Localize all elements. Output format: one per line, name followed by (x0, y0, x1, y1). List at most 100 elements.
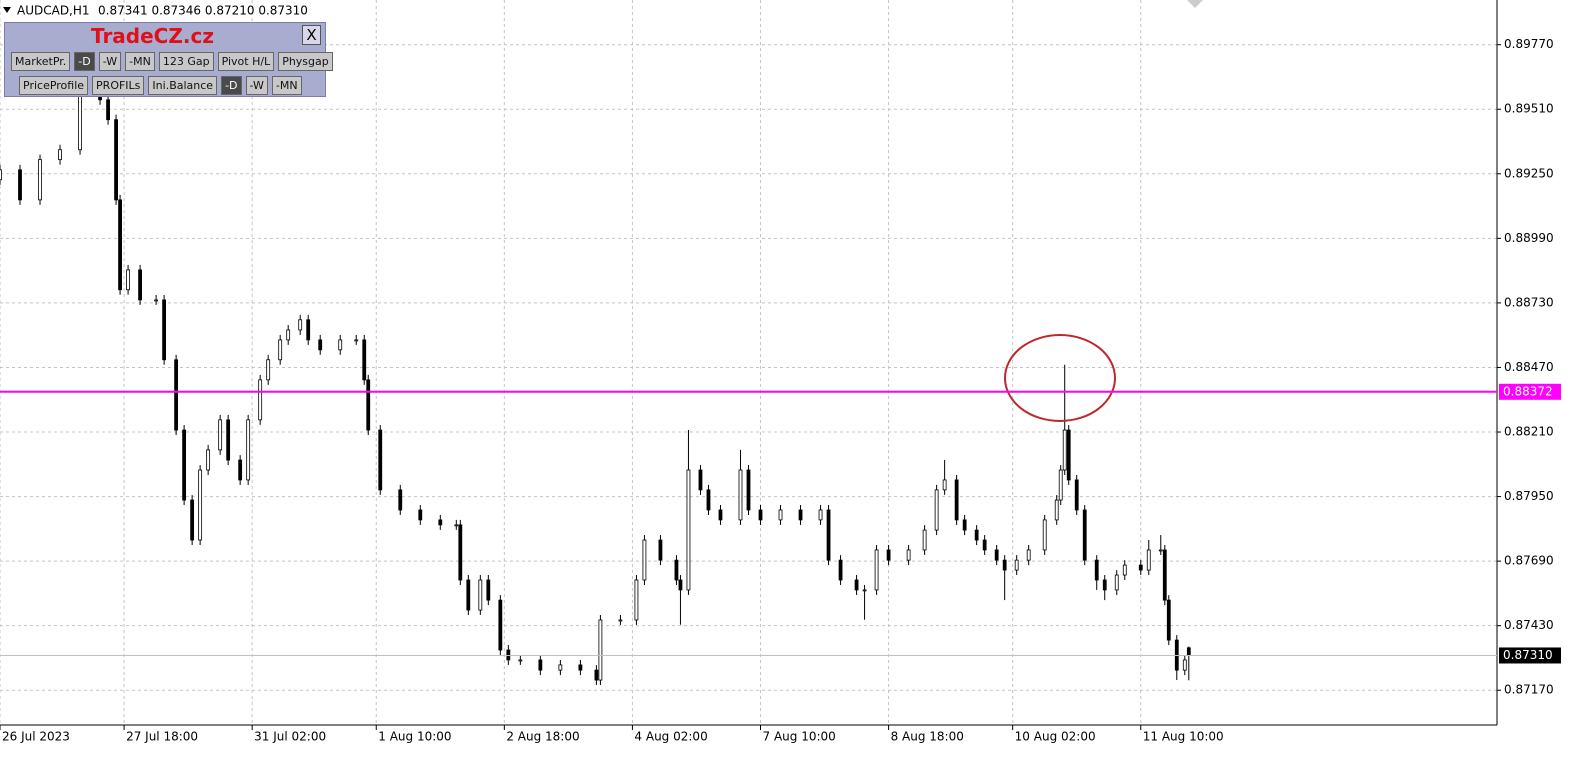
candle-body (738, 469, 743, 521)
candle-body (466, 579, 471, 611)
x-tick-label: 26 Jul 2023 (2, 730, 70, 744)
candle-body (154, 299, 159, 302)
candle-body (58, 149, 62, 161)
menu-arrow[interactable] (3, 7, 11, 13)
quote: 0.87341 0.87346 0.87210 0.87310 (98, 4, 308, 18)
candle-body (686, 469, 691, 591)
candle-body (838, 559, 843, 581)
button[interactable]: -W (98, 52, 122, 71)
candle-body (218, 419, 223, 451)
candle-body (206, 449, 211, 471)
candle-body (1054, 499, 1059, 521)
x-tick-label: 10 Aug 02:00 (1015, 730, 1096, 744)
candle-body (518, 659, 523, 662)
candle-body (1014, 559, 1019, 571)
candles (0, 89, 1191, 686)
candle-body (962, 519, 967, 531)
candle-body (942, 479, 947, 491)
candle-body (746, 469, 751, 511)
candle-body (798, 509, 803, 521)
candle-body (174, 359, 179, 431)
tool-panel: TradeCZ.cz X MarketPr. -D -W -MN 123 Gap… (4, 22, 333, 97)
close-button[interactable]: X (302, 25, 321, 45)
candle-body (922, 529, 927, 551)
candle-body (982, 539, 987, 551)
candle-body (538, 659, 543, 671)
x-tick-label: 2 Aug 18:00 (506, 730, 579, 744)
last-price-box (1499, 647, 1561, 664)
button[interactable]: Physgap (278, 52, 333, 71)
button-row: MarketPr. -D -W -MN 123 Gap Pivot H/L Ph… (11, 52, 333, 71)
candle-body (478, 579, 483, 611)
candle-body (258, 379, 263, 421)
candle-body (1042, 519, 1047, 551)
button[interactable]: -MN (125, 52, 155, 71)
candle-body (758, 509, 763, 521)
y-tick-label: 0.87170 (1504, 683, 1554, 697)
candle-body (886, 549, 891, 561)
candle-body (438, 519, 443, 526)
candle-body (706, 489, 711, 511)
button[interactable]: -D (74, 52, 95, 71)
candle-body (1082, 509, 1087, 561)
candle-body (398, 489, 403, 511)
last-price-label: 0.87310 (1503, 648, 1553, 662)
candle-body (1162, 549, 1167, 601)
candle-body (118, 199, 122, 291)
candle-body (1122, 564, 1127, 576)
candle-body (454, 524, 459, 527)
candle-body (1058, 469, 1063, 501)
candle-body (954, 479, 959, 521)
candle-body (594, 669, 599, 681)
candle-body (378, 429, 383, 491)
candle-body (338, 339, 343, 351)
candle-body (278, 339, 283, 361)
y-tick-label: 0.87950 (1504, 489, 1554, 503)
button[interactable]: 123 Gap (158, 52, 214, 71)
candle-body (106, 99, 110, 121)
candle-body (658, 539, 663, 561)
candle-body (318, 339, 323, 351)
x-tick-label: 1 Aug 10:00 (378, 730, 451, 744)
candle-body (818, 509, 823, 521)
button[interactable]: -W (245, 76, 268, 95)
candle-body (418, 509, 423, 521)
y-tick-label: 0.89770 (1504, 37, 1554, 51)
candle-body (994, 549, 999, 561)
candle-body (298, 319, 303, 331)
candle-body (718, 509, 723, 521)
y-tick-label: 0.88990 (1504, 231, 1554, 245)
candle-body (190, 499, 195, 541)
plot-area (0, 0, 1497, 725)
button-row: PriceProfile PROFILs Ini.Balance -D -W -… (19, 76, 302, 95)
button[interactable]: PriceProfile (19, 76, 89, 95)
button[interactable]: MarketPr. (11, 52, 71, 71)
button[interactable]: -D (221, 76, 242, 95)
candle-body (266, 359, 271, 381)
candle-body (1166, 599, 1171, 641)
button[interactable]: Pivot H/L (217, 52, 275, 71)
x-tick-label: 11 Aug 10:00 (1143, 730, 1224, 744)
candle-body (362, 339, 367, 381)
x-tick-label: 8 Aug 18:00 (891, 730, 964, 744)
candle-body (618, 619, 623, 622)
button[interactable]: Ini.Balance (148, 76, 218, 95)
candle-body (642, 539, 647, 581)
candle-body (1062, 429, 1067, 471)
x-tick-label: 27 Jul 18:00 (126, 730, 198, 744)
candle-body (1066, 429, 1071, 481)
candle-body (182, 429, 187, 501)
candle-body (1186, 647, 1191, 656)
y-tick-label: 0.89510 (1504, 102, 1554, 116)
candle-body (114, 119, 118, 201)
candle-body (558, 664, 563, 671)
button[interactable]: -MN (271, 76, 302, 95)
candle-body (498, 599, 503, 651)
candle-body (634, 579, 639, 621)
candle-body (1026, 549, 1031, 561)
candle-body (0, 169, 2, 181)
candle-body (238, 459, 243, 481)
button[interactable]: PROFILs (92, 76, 145, 95)
